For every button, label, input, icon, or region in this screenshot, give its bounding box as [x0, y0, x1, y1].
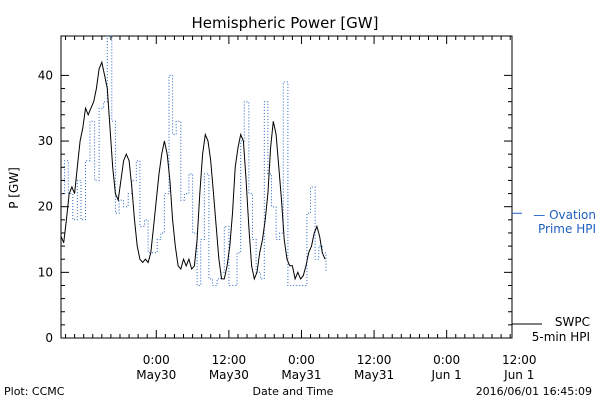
y-tick-label: 40 — [38, 68, 53, 82]
y-tick-label: 20 — [38, 200, 53, 214]
x-tick-date: May31 — [354, 368, 394, 382]
x-tick-time: 0:00 — [433, 353, 460, 367]
x-tick-time: 12:00 — [502, 353, 537, 367]
x-tick-time: 0:00 — [288, 353, 315, 367]
plot-frame — [60, 35, 513, 339]
x-tick-time: 0:00 — [143, 353, 170, 367]
ovation-legend-line-2: Prime HPI — [538, 222, 596, 236]
x-tick-date: May31 — [281, 368, 321, 382]
ovation-legend-line-1: — Ovation — [533, 208, 596, 222]
swpc-series-line — [60, 60, 326, 281]
axes-group: 0102030400:00May3012:00May300:00May3112:… — [38, 35, 537, 382]
x-tick-date: May30 — [209, 368, 249, 382]
x-tick-date: Jun 1 — [503, 368, 534, 382]
swpc-legend-line-2: 5-min HPI — [532, 330, 590, 344]
y-axis-label: P [GW] — [7, 167, 21, 209]
x-tick-date: Jun 1 — [431, 368, 462, 382]
x-axis-label: Date and Time — [253, 385, 334, 398]
x-tick-time: 12:00 — [212, 353, 247, 367]
plot-timestamp: 2016/06/01 16:45:09 — [476, 385, 592, 398]
series-group — [60, 35, 327, 286]
ovation-prime-series-line — [61, 35, 327, 286]
y-tick-label: 10 — [38, 265, 53, 279]
y-tick-label: 30 — [38, 134, 53, 148]
x-tick-date: May30 — [136, 368, 176, 382]
plot-credit: Plot: CCMC — [4, 385, 65, 398]
chart-title: Hemispheric Power [GW] — [192, 14, 379, 32]
y-tick-label: 0 — [45, 331, 53, 345]
x-tick-time: 12:00 — [357, 353, 392, 367]
swpc-legend-line-1: SWPC — [555, 315, 590, 329]
